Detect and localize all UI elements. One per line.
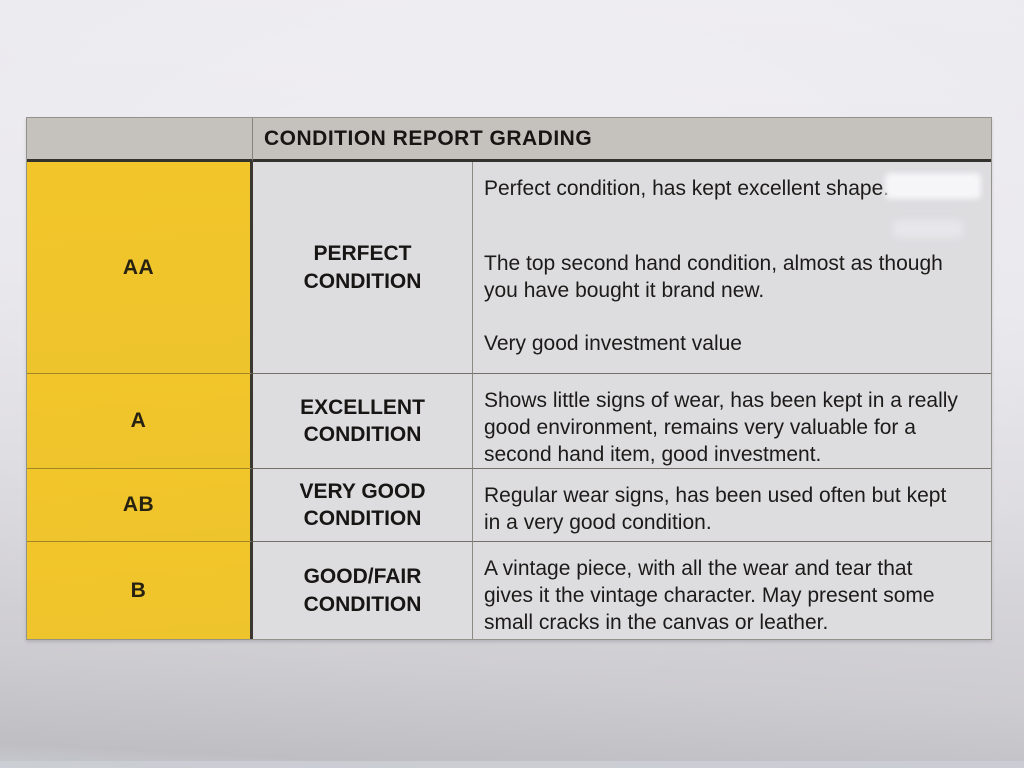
condition-name-cell-excellent: EXCELLENT CONDITION	[253, 373, 473, 468]
grade-label: AA	[122, 255, 155, 279]
whiteout-smudge	[885, 173, 981, 199]
description-paragraph: Very good investment value	[484, 332, 742, 355]
paper-edge	[0, 761, 1024, 768]
grade-label: B	[130, 578, 147, 602]
condition-name-label: GOOD/FAIR CONDITION	[303, 565, 422, 616]
description-cell-excellent: Shows little signs of wear, has been kep…	[473, 373, 991, 468]
description-cell-good-fair: A vintage piece, with all the wear and t…	[473, 541, 991, 639]
condition-name-cell-good-fair: GOOD/FAIR CONDITION	[253, 541, 473, 639]
description-paragraph: The top second hand condition, almost as…	[484, 252, 943, 302]
grade-cell-a: A	[27, 373, 253, 468]
grade-label: A	[130, 409, 147, 432]
grade-label: AB	[122, 493, 155, 516]
table-title: CONDITION REPORT GRADING	[253, 118, 991, 162]
description-paragraph: Regular wear signs, has been used often …	[484, 484, 947, 534]
description-paragraph: Perfect condition, has kept excellent sh…	[484, 177, 890, 200]
table-header-spacer	[27, 118, 253, 162]
condition-name-cell-very-good: VERY GOOD CONDITION	[253, 468, 473, 541]
grade-cell-aa: AA	[27, 162, 253, 373]
grade-cell-ab: AB	[27, 468, 253, 541]
condition-name-label: VERY GOOD CONDITION	[299, 479, 426, 530]
description-cell-very-good: Regular wear signs, has been used often …	[473, 468, 991, 541]
condition-name-label: EXCELLENT CONDITION	[300, 395, 425, 446]
condition-grading-table: CONDITION REPORT GRADING AA PERFECT COND…	[26, 117, 992, 640]
condition-name-label: PERFECT CONDITION	[303, 242, 422, 293]
whiteout-smudge-faint	[893, 220, 963, 238]
condition-name-cell-perfect: PERFECT CONDITION	[253, 162, 473, 373]
description-paragraph: A vintage piece, with all the wear and t…	[484, 557, 935, 634]
grade-cell-b: B	[27, 541, 253, 639]
description-paragraph: Shows little signs of wear, has been kep…	[484, 389, 958, 466]
description-cell-perfect: Perfect condition, has kept excellent sh…	[473, 162, 991, 373]
